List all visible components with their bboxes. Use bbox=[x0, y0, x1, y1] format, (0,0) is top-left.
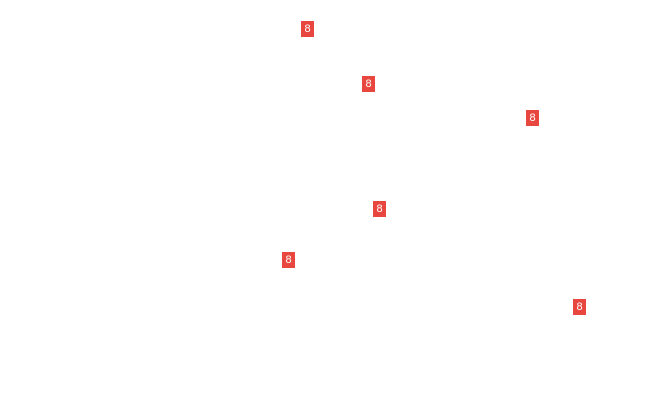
numbered-marker-badge[interactable]: 8 bbox=[282, 252, 295, 268]
marker-label: 8 bbox=[285, 253, 292, 266]
numbered-marker-badge[interactable]: 8 bbox=[526, 110, 539, 126]
marker-label: 8 bbox=[576, 300, 583, 313]
marker-label: 8 bbox=[529, 111, 536, 124]
marker-label: 8 bbox=[376, 202, 383, 215]
numbered-marker-badge[interactable]: 8 bbox=[373, 201, 386, 217]
numbered-marker-badge[interactable]: 8 bbox=[362, 76, 375, 92]
numbered-marker-badge[interactable]: 8 bbox=[573, 299, 586, 315]
marker-label: 8 bbox=[304, 22, 311, 35]
numbered-marker-badge[interactable]: 8 bbox=[301, 21, 314, 37]
marker-label: 8 bbox=[365, 77, 372, 90]
